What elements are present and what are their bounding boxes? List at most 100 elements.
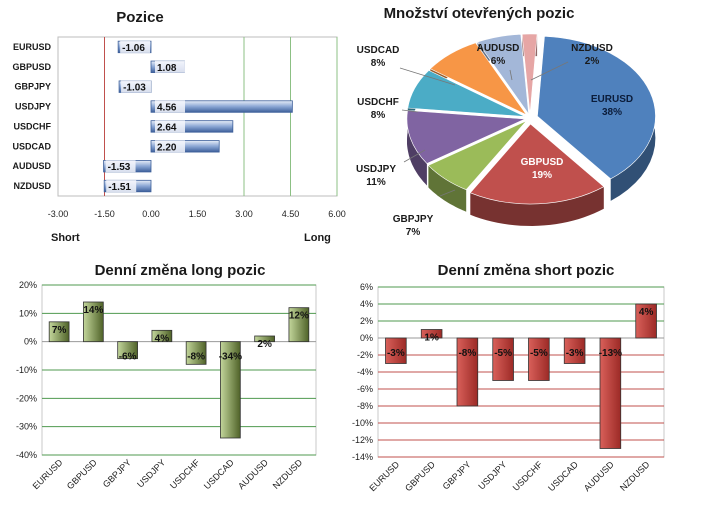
bar xyxy=(150,140,220,153)
pie-value-label: 19% xyxy=(532,170,552,181)
category-label: USDJPY xyxy=(135,457,167,489)
data-label-bg xyxy=(106,180,137,193)
category-label: EURUSD xyxy=(13,42,52,52)
bar xyxy=(151,329,173,343)
pie-slice xyxy=(407,70,526,117)
y-tick-label: -20% xyxy=(16,393,37,403)
pie-slice xyxy=(429,42,528,116)
leader-line xyxy=(403,149,426,163)
category-label: GBPUSD xyxy=(403,459,437,493)
y-tick-label: 20% xyxy=(19,280,37,290)
y-tick-label: 6% xyxy=(360,282,373,292)
data-label-bg xyxy=(105,160,136,173)
bar xyxy=(635,303,657,339)
pie-value-label: 11% xyxy=(366,177,386,188)
bar xyxy=(456,337,479,407)
bar xyxy=(254,335,275,343)
category-label: NZDUSD xyxy=(14,181,52,191)
category-label: AUDUSD xyxy=(582,459,616,493)
long-label: Long xyxy=(304,232,331,244)
data-label: -6% xyxy=(119,352,137,363)
category-label: GBPJPY xyxy=(441,459,473,491)
data-label: 7% xyxy=(52,325,67,336)
y-tick-label: 0% xyxy=(360,333,373,343)
category-label: USDCAD xyxy=(202,457,236,491)
bar xyxy=(117,341,138,360)
long-change-bar-chart: 20% 10% 0% -10% -20% -30% -40% 7% EURUSD 14% GBPUS… xyxy=(16,280,317,491)
pie-label: NZDUSD xyxy=(571,43,613,54)
data-label: -5% xyxy=(494,348,512,359)
data-label-bg xyxy=(120,40,151,53)
x-tick-label: 1.50 xyxy=(189,209,207,219)
bar xyxy=(150,120,234,133)
category-label: NZDUSD xyxy=(618,459,652,493)
x-tick-label: 6.00 xyxy=(328,209,346,219)
bar xyxy=(528,337,550,381)
pie-label: AUDUSD xyxy=(477,43,520,54)
data-label-bg xyxy=(155,100,185,113)
data-label: -3% xyxy=(387,348,405,359)
data-label: 4% xyxy=(155,333,170,344)
category-label: USDJPY xyxy=(476,459,508,491)
pie-label: USDJPY xyxy=(356,164,396,175)
pie-label: USDCAD xyxy=(357,45,400,56)
long-change-chart-title: Denní změna long pozic xyxy=(95,262,266,279)
pie-value-label: 2% xyxy=(585,56,600,67)
pie-slice-side xyxy=(407,110,427,186)
pie-slice xyxy=(521,33,538,115)
bar xyxy=(420,329,443,339)
leader-line xyxy=(509,69,513,81)
x-tick-label: 4.50 xyxy=(282,209,300,219)
data-label: 14% xyxy=(83,305,103,316)
data-label: -1.53 xyxy=(108,162,131,173)
pie-value-label: 8% xyxy=(371,58,386,69)
pie-label: USDCHF xyxy=(357,97,399,108)
data-label: 4% xyxy=(639,307,654,318)
data-label: 1.08 xyxy=(157,63,177,74)
category-label: GBPUSD xyxy=(12,62,51,72)
bar xyxy=(288,307,310,343)
category-label: AUDUSD xyxy=(236,457,270,491)
y-tick-label: -8% xyxy=(357,401,373,411)
y-tick-label: -4% xyxy=(357,367,373,377)
data-label-bg xyxy=(155,120,185,133)
leader-line xyxy=(401,109,419,113)
category-label: EURUSD xyxy=(367,459,401,493)
y-tick-label: -10% xyxy=(352,418,373,428)
pie-value-label: 8% xyxy=(371,110,386,121)
category-label: GBPJPY xyxy=(101,457,133,489)
plot-area xyxy=(57,36,338,197)
category-label: USDJPY xyxy=(15,102,51,112)
y-tick-label: -6% xyxy=(357,384,373,394)
pie-value-label: 6% xyxy=(491,56,506,67)
category-label: USDCHF xyxy=(511,459,545,493)
pie-slice-side xyxy=(428,165,467,212)
bar xyxy=(150,100,293,113)
bar xyxy=(599,337,622,449)
bar xyxy=(185,341,207,365)
pie-slice xyxy=(406,110,526,164)
data-label-bg xyxy=(155,60,185,73)
data-label-bg xyxy=(121,80,152,93)
y-tick-label: -2% xyxy=(357,350,373,360)
bar xyxy=(385,337,407,364)
category-label: USDCHF xyxy=(168,457,202,491)
category-label: USDCAD xyxy=(12,141,51,151)
pie-slice xyxy=(537,35,656,180)
bar xyxy=(48,321,70,343)
category-label: GBPUSD xyxy=(65,457,99,491)
data-label-bg xyxy=(155,140,185,153)
bar xyxy=(492,337,514,381)
bar xyxy=(563,337,586,364)
pie-slice xyxy=(469,123,605,205)
positions-bar-chart: -3.00 -1.50 0.00 1.50 3.00 4.50 6.00 EURUSD -1.0… xyxy=(12,36,346,219)
data-label: -34% xyxy=(219,352,242,363)
category-label: USDCHF xyxy=(14,121,52,131)
y-tick-label: 2% xyxy=(360,316,373,326)
x-tick-label: -3.00 xyxy=(48,209,69,219)
short-change-chart-title: Denní změna short pozic xyxy=(438,262,615,279)
category-label: AUDUSD xyxy=(12,161,51,171)
bar xyxy=(83,301,104,343)
category-label: NZDUSD xyxy=(271,457,305,491)
